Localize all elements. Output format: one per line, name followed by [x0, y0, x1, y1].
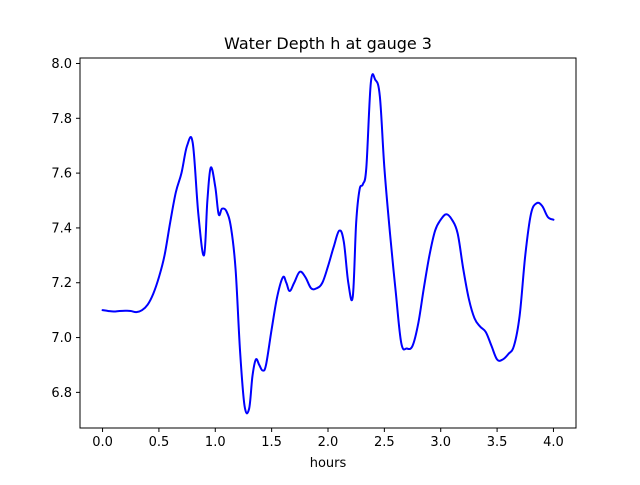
x-tick-label: 4.0 [543, 435, 564, 450]
x-axis-label: hours [310, 456, 347, 471]
y-tick-label: 7.4 [51, 221, 72, 236]
y-tick-label: 7.0 [51, 331, 72, 346]
x-tick-label: 2.0 [318, 435, 339, 450]
chart-title: Water Depth h at gauge 3 [224, 34, 432, 53]
y-axis-ticks: 6.8 7.0 7.2 7.4 7.6 7.8 8.0 [51, 57, 80, 401]
x-tick-label: 1.0 [205, 435, 226, 450]
y-tick-label: 7.2 [51, 276, 72, 291]
y-tick-label: 8.0 [51, 57, 72, 72]
x-tick-label: 0.5 [149, 435, 170, 450]
y-tick-label: 7.6 [51, 167, 72, 182]
x-tick-label: 3.0 [430, 435, 451, 450]
x-tick-label: 1.5 [261, 435, 282, 450]
x-tick-label: 2.5 [374, 435, 395, 450]
x-axis-ticks: 0.0 0.5 1.0 1.5 2.0 2.5 3.0 3.5 4.0 [92, 428, 564, 450]
x-tick-label: 0.0 [92, 435, 113, 450]
x-tick-label: 3.5 [487, 435, 508, 450]
plot-frame [79, 57, 577, 429]
y-tick-label: 7.8 [51, 112, 72, 127]
y-tick-label: 6.8 [51, 386, 72, 401]
series-line-water-depth [101, 73, 555, 415]
